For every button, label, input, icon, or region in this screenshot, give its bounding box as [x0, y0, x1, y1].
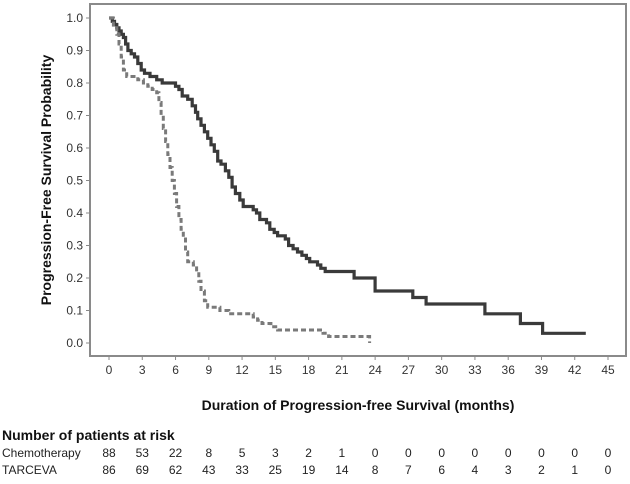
plot-frame — [89, 3, 627, 357]
at-risk-row-label: Chemotherapy — [2, 446, 81, 460]
y-axis: 0.0 0.1 0.2 0.3 0.4 0.5 0.6 0.7 0.8 0.9 1.0 — [66, 11, 90, 350]
x-tick-label: 33 — [468, 363, 482, 377]
x-tick-label: 42 — [568, 363, 582, 377]
at-risk-value: 2 — [305, 446, 312, 460]
at-risk-value: 22 — [168, 446, 183, 460]
at-risk-value: 0 — [604, 463, 612, 477]
x-tick-label: 39 — [535, 363, 549, 377]
at-risk-value: 5 — [238, 446, 246, 460]
plot-border — [89, 3, 627, 357]
at-risk-value: 1 — [571, 463, 579, 477]
at-risk-value: 86 — [102, 463, 116, 477]
km-curve-chemotherapy — [109, 16, 372, 343]
y-axis-title: Progression-Free Survival Probability — [38, 55, 54, 306]
y-tick-label: 0.0 — [66, 336, 83, 350]
km-chart: 0.00.10.20.30.40.50.60.70.80.91.0 0 3 6 9 12… — [38, 3, 627, 413]
x-tick-label: 12 — [235, 363, 249, 377]
at-risk-value: 69 — [135, 463, 149, 477]
at-risk-value: 6 — [438, 463, 446, 477]
x-tick-label: 24 — [368, 363, 382, 377]
at-risk-value: 0 — [438, 446, 446, 460]
at-risk-value: 3 — [504, 463, 512, 477]
at-risk-value: 0 — [371, 446, 379, 460]
at-risk-value: 25 — [268, 463, 282, 477]
at-risk-value: 1 — [338, 446, 346, 460]
x-tick-label: 30 — [435, 363, 449, 377]
at-risk-value: 62 — [168, 463, 183, 477]
at-risk-value: 19 — [301, 463, 316, 477]
x-tick-label: 45 — [601, 363, 615, 377]
at-risk-value: 33 — [235, 463, 249, 477]
at-risk-value: 53 — [135, 446, 149, 460]
y-tick-label: 0.5 — [66, 174, 83, 188]
x-tick-label: 6 — [172, 363, 179, 377]
x-tick-label: 18 — [302, 363, 316, 377]
y-tick-label: 0.3 — [66, 239, 83, 253]
y-tick-label: 0.4 — [66, 206, 83, 220]
at-risk-row-tarceva: TARCEVA 86 69 62 43 33 25 19 14 8 7 6 4 3 2 1 0 — [0, 463, 630, 479]
at-risk-value: 0 — [405, 446, 412, 460]
at-risk-value: 7 — [405, 463, 412, 477]
y-tick-label: 0.1 — [66, 304, 83, 318]
x-tick-label: 27 — [402, 363, 416, 377]
at-risk-value: 8 — [371, 463, 379, 477]
at-risk-value: 0 — [504, 446, 512, 460]
at-risk-value: 14 — [335, 463, 349, 477]
y-tick-label: 1.0 — [66, 11, 83, 25]
at-risk-value: 2 — [538, 463, 545, 477]
x-tick-label: 0 — [106, 363, 113, 377]
at-risk-value: 0 — [538, 446, 545, 460]
at-risk-value: 0 — [604, 446, 612, 460]
at-risk-value: 43 — [202, 463, 216, 477]
x-tick-label: 15 — [269, 363, 283, 377]
y-tick-label: 0.6 — [66, 141, 83, 155]
at-risk-row-chemotherapy: Chemotherapy 88 53 22 8 5 3 2 1 0 0 0 0 0 0 0 0 — [0, 446, 630, 462]
at-risk-value: 0 — [571, 446, 579, 460]
at-risk-row-label: TARCEVA — [2, 463, 57, 477]
km-curve-tarceva — [109, 16, 586, 335]
y-tick-label: 0.8 — [66, 76, 83, 90]
x-tick-label: 9 — [205, 363, 212, 377]
series-layer — [109, 16, 586, 343]
x-tick-label: 36 — [502, 363, 516, 377]
at-risk-value: 8 — [205, 446, 213, 460]
y-tick-label: 0.2 — [66, 271, 83, 285]
x-tick-label: 21 — [335, 363, 349, 377]
at-risk-value: 3 — [271, 446, 279, 460]
x-axis-title: Duration of Progression-free Survival (m… — [202, 397, 515, 413]
y-tick-label: 0.7 — [66, 109, 83, 123]
at-risk-table: Number of patients at risk Chemotherapy … — [0, 425, 630, 484]
at-risk-value: 88 — [102, 446, 116, 460]
at-risk-value: 0 — [471, 446, 479, 460]
at-risk-value: 4 — [471, 463, 479, 477]
at-risk-heading: Number of patients at risk — [2, 427, 175, 443]
y-tick-label: 0.9 — [66, 44, 83, 58]
x-axis: 0 3 6 9 12 15 18 21 24 27 30 33 36 39 42 45 — [106, 356, 615, 377]
x-tick-label: 3 — [139, 363, 146, 377]
